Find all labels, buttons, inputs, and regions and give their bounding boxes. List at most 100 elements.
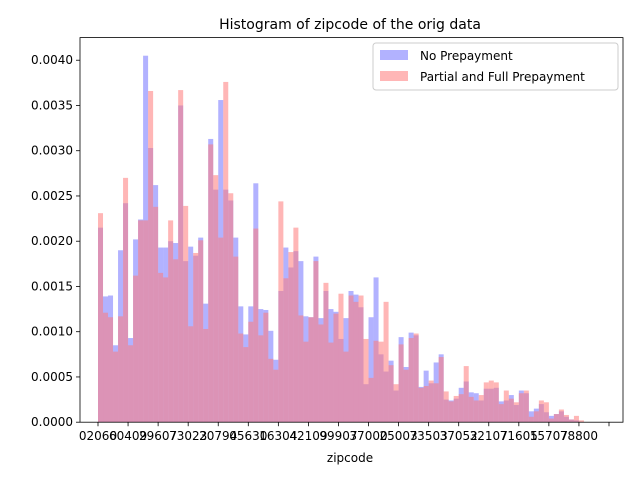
y-tick-label: 0.0020 <box>31 234 73 248</box>
histogram-bar-series-1 <box>193 252 199 423</box>
histogram-bar-series-1 <box>248 321 254 423</box>
histogram-bar-series-1 <box>428 380 434 423</box>
histogram-bar-series-1 <box>548 418 554 423</box>
histogram-bar-series-1 <box>483 382 489 423</box>
histogram-bar-series-1 <box>528 416 534 423</box>
y-tick-label: 0.0015 <box>31 279 73 293</box>
histogram-bar-series-1 <box>118 316 124 423</box>
histogram-bar-series-1 <box>133 275 139 423</box>
histogram-bar-series-1 <box>98 213 104 423</box>
histogram-bar-series-1 <box>233 256 239 423</box>
x-tick-label: 73023 <box>169 429 207 443</box>
histogram-bar-series-1 <box>268 358 274 423</box>
histogram-bar-series-1 <box>393 384 399 423</box>
histogram-bar-series-1 <box>373 340 379 423</box>
legend-swatch-no-prepayment <box>380 50 408 60</box>
histogram-bar-series-1 <box>293 227 299 423</box>
histogram-bar-series-1 <box>453 395 459 423</box>
histogram-bar-series-1 <box>433 383 439 423</box>
histogram-bar-series-1 <box>518 393 524 423</box>
axes-layer <box>79 37 624 423</box>
x-tick-label: 60409 <box>109 429 147 443</box>
histogram-bar-series-1 <box>458 394 464 423</box>
histogram-bar-series-1 <box>478 395 484 423</box>
histogram-bar-series-1 <box>143 220 149 423</box>
histogram-bar-series-1 <box>238 333 244 423</box>
x-tick-label: 25003 <box>379 429 417 443</box>
legend-label-no-prepayment: No Prepayment <box>420 49 513 63</box>
histogram-bar-series-1 <box>563 414 569 423</box>
histogram-bar-series-1 <box>438 357 444 423</box>
histogram-bar-series-1 <box>348 295 354 423</box>
x-tick-label: 37000 <box>349 429 387 443</box>
x-tick-label: 73503 <box>410 429 448 443</box>
histogram-bar-series-1 <box>493 382 499 423</box>
histogram-bar-series-1 <box>503 390 509 423</box>
histogram-bar-series-1 <box>383 301 389 423</box>
histogram-bar-series-1 <box>313 261 319 423</box>
y-axis-ticks: 0.0000 0.0005 0.0010 0.0015 0.0020 0.0025 0.00… <box>31 53 80 429</box>
histogram-bar-series-1 <box>153 206 159 423</box>
chart-title: Histogram of zipcode of the orig data <box>219 17 481 33</box>
histogram-bar-series-1 <box>168 220 174 423</box>
histogram-bar-series-1 <box>228 193 234 423</box>
histogram-bar-series-1 <box>413 333 419 423</box>
histogram-bar-series-1 <box>283 278 289 423</box>
legend-label-partial-full-prepayment: Partial and Full Prepayment <box>420 70 585 84</box>
y-tick-label: 0.0035 <box>31 98 73 112</box>
x-tick-label: 20794 <box>199 429 237 443</box>
histogram-bar-series-1 <box>288 252 294 423</box>
x-tick-label: 15707 <box>530 429 568 443</box>
x-tick-label: 32107 <box>470 429 508 443</box>
histogram-bar-series-1 <box>378 341 384 423</box>
histogram-bar-series-1 <box>263 312 269 423</box>
histogram-bar-series-0 <box>368 317 374 423</box>
histogram-bar-series-1 <box>513 402 519 423</box>
histogram-bar-series-1 <box>173 259 179 423</box>
x-axis-label: zipcode <box>327 451 373 465</box>
histogram-bar-series-1 <box>463 366 469 423</box>
histogram-bar-series-1 <box>218 237 224 423</box>
histogram-bar-series-1 <box>308 317 314 423</box>
histogram-bar-series-1 <box>363 338 369 423</box>
histogram-bar-series-1 <box>123 177 129 423</box>
histogram-bar-series-1 <box>243 347 249 423</box>
histogram-bar-series-1 <box>533 411 539 423</box>
histogram-bar-series-1 <box>183 205 189 423</box>
histogram-bar-series-1 <box>113 351 119 423</box>
x-tick-label: 29607 <box>139 429 177 443</box>
y-tick-label: 0.0005 <box>31 370 73 384</box>
histogram-bar-series-1 <box>573 415 579 423</box>
histogram-bar-series-1 <box>318 324 324 423</box>
histogram-bar-series-1 <box>558 409 564 423</box>
histogram-bar-series-1 <box>148 90 154 423</box>
x-tick-label: 71605 <box>500 429 538 443</box>
histogram-bar-series-1 <box>368 377 374 423</box>
x-tick-label: 16304 <box>259 429 297 443</box>
y-tick-label: 0.0040 <box>31 53 73 67</box>
histogram-bar-series-1 <box>568 419 574 423</box>
histogram-bar-series-1 <box>523 390 529 423</box>
histogram-bar-series-1 <box>448 401 454 423</box>
x-tick-label: 37052 <box>440 429 478 443</box>
legend: No Prepayment Partial and Full Prepaymen… <box>372 42 619 91</box>
histogram-bar-series-1 <box>578 420 584 423</box>
histogram-bar-series-1 <box>358 295 364 423</box>
histogram-bar-series-1 <box>338 293 344 423</box>
histogram-bar-series-1 <box>398 344 404 423</box>
histogram-bar-series-1 <box>138 220 144 423</box>
histogram-bar-series-1 <box>538 400 544 423</box>
histogram-bar-series-1 <box>473 400 479 423</box>
histogram-bar-series-1 <box>323 282 329 423</box>
histogram-bar-series-1 <box>223 81 229 423</box>
histogram-bar-series-1 <box>553 414 559 423</box>
x-tick-label: 02060 <box>79 429 117 443</box>
x-tick-label: 42109 <box>289 429 327 443</box>
y-tick-label: 0.0025 <box>31 189 73 203</box>
histogram-bar-series-1 <box>278 201 284 423</box>
histogram-bar-series-1 <box>468 396 474 423</box>
histogram-bar-series-1 <box>508 398 514 423</box>
histogram-bar-series-1 <box>408 338 414 423</box>
histogram-bar-series-1 <box>108 317 114 423</box>
